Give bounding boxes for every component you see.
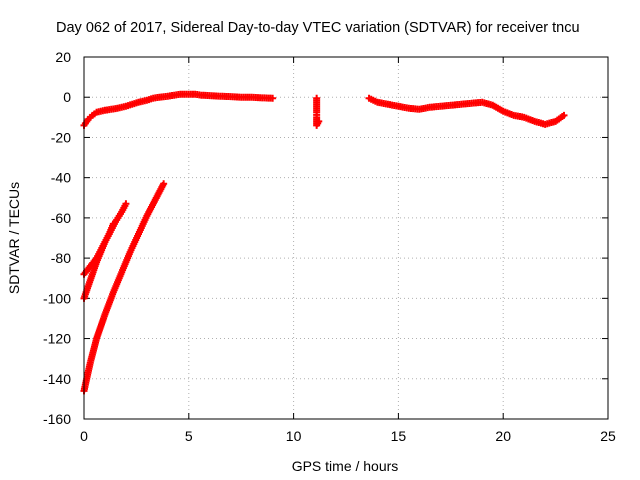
y-tick-label: -100 xyxy=(43,290,71,306)
data-point xyxy=(269,94,277,102)
x-tick-label: 0 xyxy=(80,428,88,444)
axis-ticks xyxy=(83,56,609,420)
data-point xyxy=(160,180,168,188)
y-tick-label: -160 xyxy=(43,411,71,427)
y-tick-label: 20 xyxy=(55,49,71,65)
data-point xyxy=(109,220,117,228)
plot-frame xyxy=(83,56,609,420)
data-point xyxy=(122,200,130,208)
series-3 xyxy=(365,94,568,128)
x-tick-labels: 0 5 10 15 20 25 xyxy=(80,428,616,444)
y-tick-label: -80 xyxy=(51,250,71,266)
data-points xyxy=(80,90,568,395)
y-tick-labels: 20 0 -20 -40 -60 -80 -100 -120 -140 -160 xyxy=(43,49,71,427)
data-point xyxy=(315,117,323,125)
series-1 xyxy=(80,90,277,129)
x-axis-label: GPS time / hours xyxy=(292,458,399,474)
series-2 xyxy=(313,94,323,129)
grid-lines xyxy=(84,57,608,419)
data-point xyxy=(560,111,568,119)
x-tick-label: 10 xyxy=(286,428,302,444)
x-tick-label: 15 xyxy=(391,428,407,444)
y-tick-label: -40 xyxy=(51,170,71,186)
x-tick-label: 5 xyxy=(185,428,193,444)
y-tick-label: -20 xyxy=(51,129,71,145)
x-tick-label: 25 xyxy=(600,428,616,444)
y-axis-label: SDTVAR / TECUs xyxy=(6,182,22,294)
y-tick-label: 0 xyxy=(63,89,71,105)
y-tick-label: -140 xyxy=(43,371,71,387)
x-tick-label: 20 xyxy=(495,428,511,444)
y-tick-label: -120 xyxy=(43,331,71,347)
chart-title: Day 062 of 2017, Sidereal Day-to-day VTE… xyxy=(56,20,580,36)
y-tick-label: -60 xyxy=(51,210,71,226)
